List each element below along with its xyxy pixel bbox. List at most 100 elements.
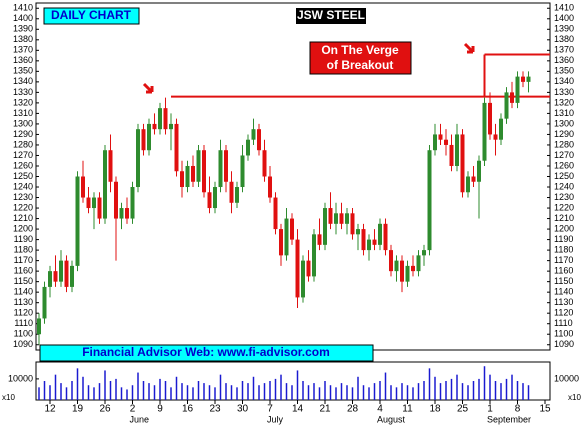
candle-body (224, 150, 228, 182)
y-tick-label: 1360 (13, 55, 33, 65)
y-tick-label: 1190 (554, 234, 573, 244)
x-tick-label: 25 (457, 404, 469, 415)
candle-body (136, 129, 140, 188)
y-tick-label: 1370 (554, 45, 574, 55)
volume-unit: x10 (2, 393, 15, 402)
y-tick-label: 1100 (14, 329, 33, 339)
candle-body (361, 229, 366, 251)
x-tick-label: 21 (319, 404, 331, 415)
y-tick-label: 1250 (554, 171, 574, 181)
x-tick-label: 4 (377, 404, 383, 415)
y-tick-label: 1110 (14, 318, 33, 328)
candle-body (466, 176, 470, 193)
candle-body (158, 108, 162, 130)
y-tick-label: 1350 (554, 66, 574, 76)
candle-body (268, 176, 272, 198)
candle-body (218, 150, 223, 188)
y-tick-label: 1220 (554, 202, 574, 212)
candle-body (367, 239, 371, 251)
y-tick-label: 1160 (554, 266, 573, 276)
y-tick-label: 1370 (13, 45, 33, 55)
candle-body (312, 234, 316, 277)
candle-body (328, 208, 333, 224)
candle-body (130, 187, 135, 219)
candle-body (394, 260, 399, 272)
candle-body (97, 197, 102, 219)
candle-body (37, 318, 41, 335)
y-tick-label: 1300 (554, 118, 574, 128)
annotation: On The Verge (321, 43, 399, 57)
candle-body (108, 150, 113, 182)
volume-tick-label: 10000 (8, 373, 33, 383)
subtitle: DAILY CHART (51, 8, 132, 22)
candle-body (119, 208, 124, 219)
x-tick-label: 26 (99, 404, 111, 415)
y-tick-label: 1280 (554, 139, 574, 149)
y-tick-label: 1140 (14, 287, 33, 297)
candle-body (433, 134, 437, 151)
y-tick-label: 1380 (13, 34, 33, 44)
volume-tick-label: 10000 (554, 373, 579, 383)
y-tick-label: 1210 (13, 213, 33, 223)
candle-body (471, 176, 476, 182)
candle-body (185, 165, 190, 188)
y-tick-label: 1200 (13, 223, 33, 233)
volume-frame (35, 361, 551, 401)
y-tick-label: 1130 (14, 297, 33, 307)
candle-body (152, 123, 157, 130)
y-tick-label: 1170 (554, 255, 573, 265)
candle-body (125, 208, 129, 219)
candle-body (174, 123, 179, 172)
x-tick-label: 11 (402, 404, 413, 415)
candle-body (405, 265, 410, 282)
y-tick-label: 1310 (554, 108, 574, 118)
footer-box (39, 344, 374, 362)
x-tick-label: 2 (130, 404, 136, 415)
candle-body (438, 134, 443, 140)
y-tick-label: 1270 (13, 150, 33, 160)
x-tick-label: 7 (267, 404, 273, 415)
y-tick-label: 1110 (554, 318, 573, 328)
y-tick-label: 1100 (554, 329, 573, 339)
volume-unit: x10 (568, 393, 581, 402)
y-tick-label: 1120 (14, 308, 33, 318)
x-tick-label: 1 (487, 404, 493, 415)
y-tick-label: 1410 (554, 3, 574, 13)
annotation: of Breakout (327, 58, 394, 72)
y-tick-label: 1210 (554, 213, 574, 223)
y-tick-label: 1330 (13, 87, 33, 97)
candle-body (235, 187, 239, 203)
y-tick-label: 1260 (554, 160, 574, 170)
y-tick-label: 1400 (554, 13, 574, 23)
candle-body (257, 129, 261, 151)
candle-body (92, 197, 96, 209)
candle-body (488, 102, 492, 135)
candle-body (64, 260, 69, 287)
x-tick-label: 16 (182, 404, 194, 415)
y-tick-label: 1150 (14, 276, 33, 286)
candle-body (389, 250, 393, 272)
y-tick-label: 1190 (14, 234, 33, 244)
x-tick-label: 18 (429, 404, 441, 415)
candle-body (400, 260, 404, 282)
x-tick-label: 9 (157, 404, 163, 415)
y-tick-label: 1150 (554, 276, 573, 286)
candle-body (427, 150, 432, 251)
candle-body (444, 139, 448, 145)
candle-body (455, 134, 459, 166)
y-tick-label: 1400 (13, 13, 33, 23)
y-tick-label: 1220 (13, 202, 33, 212)
y-tick-label: 1270 (554, 150, 574, 160)
arrow (463, 42, 475, 54)
y-tick-label: 1310 (13, 108, 33, 118)
candle-body (202, 150, 206, 193)
y-tick-label: 1360 (554, 55, 574, 65)
candle-body (306, 260, 311, 277)
x-tick-label: 12 (44, 404, 56, 415)
candle-body (246, 139, 250, 156)
title: JSW STEEL (297, 8, 365, 22)
candle-body (141, 129, 146, 151)
y-tick-label: 1300 (13, 118, 33, 128)
